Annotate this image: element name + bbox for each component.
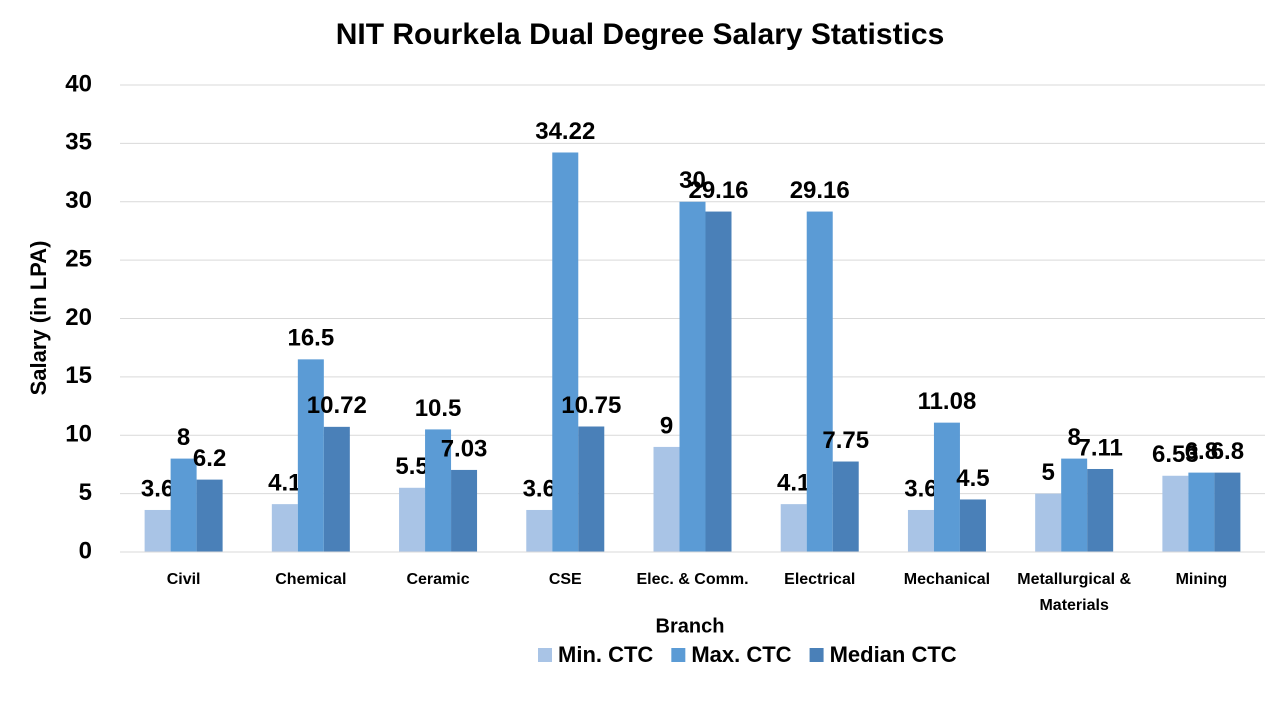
bar	[170, 458, 197, 552]
legend-swatch	[538, 648, 552, 662]
bar	[323, 426, 350, 552]
data-label: 4.5	[956, 465, 989, 492]
y-tick-label: 20	[65, 304, 92, 331]
bar	[144, 509, 171, 552]
x-tick-label: Chemical	[275, 571, 347, 588]
bar	[1214, 472, 1241, 552]
legend-item: Min. CTC	[538, 642, 653, 667]
legend-item: Max. CTC	[671, 642, 792, 667]
data-label: 7.11	[1077, 434, 1122, 461]
data-label: 29.16	[688, 177, 748, 204]
x-axis-title: Branch	[656, 615, 725, 637]
y-tick-label: 5	[79, 479, 92, 506]
data-label: 3.6	[523, 475, 556, 502]
bar	[907, 509, 934, 552]
data-label: 16.5	[287, 325, 334, 352]
x-tick-label: Mechanical	[903, 571, 991, 588]
bar	[959, 499, 986, 552]
y-tick-label: 35	[65, 129, 92, 156]
legend-label: Min. CTC	[558, 642, 653, 667]
bar	[1087, 468, 1114, 552]
bar	[399, 487, 426, 552]
y-tick-label: 10	[65, 421, 92, 448]
data-label: 11.08	[918, 388, 977, 415]
y-tick-label: 0	[79, 537, 92, 564]
data-label: 6.8	[1211, 438, 1244, 465]
data-label: 29.16	[790, 177, 850, 204]
y-tick-label: 40	[65, 70, 92, 97]
bar	[1035, 493, 1062, 552]
bar	[1061, 458, 1088, 552]
data-label: 6.2	[193, 445, 226, 472]
y-axis-title: Salary (in LPA)	[26, 241, 51, 396]
data-label: 10.72	[307, 392, 367, 419]
x-tick-label: Mining	[1175, 571, 1228, 588]
data-label: 6.53	[1152, 441, 1199, 468]
bar	[271, 504, 298, 552]
x-tick-label: Elec. & Comm.	[636, 571, 749, 588]
data-label: 3.6	[904, 475, 937, 502]
data-label: 4.1	[777, 469, 810, 496]
bar	[196, 479, 223, 552]
bar	[526, 509, 553, 552]
data-label: 8	[1067, 424, 1080, 451]
legend-item: Median CTC	[809, 642, 957, 667]
data-label: 5.5	[395, 453, 428, 480]
y-tick-label: 15	[65, 362, 92, 389]
legend-swatch	[671, 648, 686, 662]
bar	[1188, 472, 1215, 552]
data-label: 5	[1041, 459, 1054, 486]
data-label: 4.1	[268, 469, 301, 496]
x-tick-label: Metallurgical & Materials	[1017, 571, 1132, 614]
bar	[679, 201, 706, 552]
x-tick-label: Electrical	[784, 571, 856, 588]
bar	[806, 211, 833, 552]
legend-label: Median CTC	[830, 642, 957, 667]
legend-swatch	[809, 648, 824, 662]
bar	[552, 152, 579, 552]
data-label: 6.8	[1185, 438, 1218, 465]
bar	[297, 359, 324, 552]
bar	[578, 426, 605, 552]
data-label: 8	[177, 424, 190, 451]
data-label: 7.75	[822, 427, 869, 454]
bar	[780, 504, 807, 552]
data-label: 9	[660, 412, 673, 439]
legend-label: Max. CTC	[691, 642, 791, 667]
data-label: 3.6	[141, 475, 174, 502]
bar	[933, 422, 960, 552]
bar	[653, 446, 680, 552]
data-label: 34.22	[535, 118, 595, 145]
data-label: 10.75	[561, 392, 621, 419]
chart-title: NIT Rourkela Dual Degree Salary Statisti…	[336, 18, 945, 51]
y-tick-label: 25	[65, 245, 92, 272]
bar	[832, 461, 859, 552]
bar	[425, 429, 452, 552]
bar	[705, 211, 732, 552]
x-tick-label: Ceramic	[406, 571, 470, 588]
data-label: 7.03	[441, 435, 488, 462]
x-tick-label: CSE	[548, 571, 582, 588]
bar	[451, 469, 478, 552]
x-tick-label: Civil	[166, 571, 201, 588]
data-label: 10.5	[415, 395, 462, 422]
data-label: 30	[679, 167, 706, 194]
y-tick-label: 30	[65, 187, 92, 214]
bar	[1162, 475, 1189, 552]
